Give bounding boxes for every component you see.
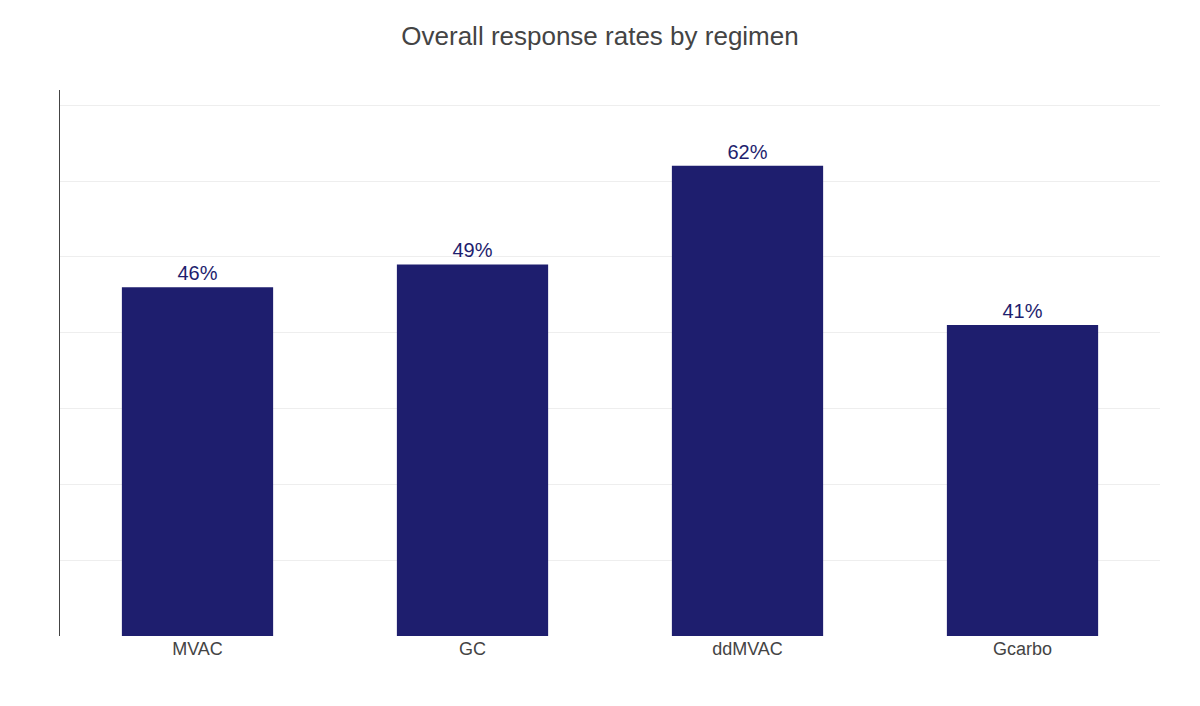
svg-text:41%: 41%	[1002, 300, 1042, 322]
svg-text:62%: 62%	[727, 141, 767, 163]
svg-text:46%: 46%	[177, 262, 217, 284]
svg-text:GC: GC	[459, 639, 486, 659]
svg-text:MVAC: MVAC	[172, 639, 223, 659]
svg-text:Overall response rates by regi: Overall response rates by regimen	[401, 21, 798, 51]
svg-text:ddMVAC: ddMVAC	[712, 639, 783, 659]
svg-text:Gcarbo: Gcarbo	[993, 639, 1052, 659]
svg-text:49%: 49%	[452, 239, 492, 261]
